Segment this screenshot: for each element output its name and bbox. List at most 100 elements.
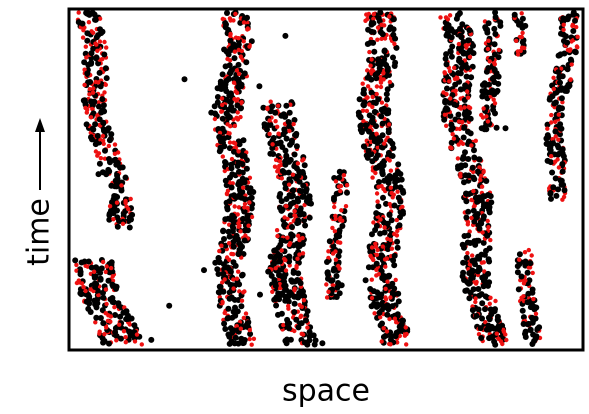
particle xyxy=(379,160,386,167)
particle xyxy=(524,299,531,306)
particle xyxy=(103,287,109,292)
particle xyxy=(224,255,230,260)
particle xyxy=(336,168,343,175)
particle xyxy=(212,116,218,122)
particle xyxy=(84,70,91,77)
particle xyxy=(287,128,292,134)
particle xyxy=(344,189,350,196)
particle xyxy=(378,217,383,222)
particle xyxy=(529,286,536,293)
particle xyxy=(279,176,284,181)
particle xyxy=(297,280,304,287)
particle xyxy=(370,39,377,46)
particle xyxy=(444,123,449,128)
particle xyxy=(533,311,539,316)
particle xyxy=(221,143,228,150)
particle xyxy=(93,314,100,321)
particle xyxy=(462,82,469,89)
particle xyxy=(449,43,456,50)
particle xyxy=(519,11,524,16)
particle xyxy=(368,63,373,68)
particle xyxy=(214,99,221,106)
particle xyxy=(92,121,99,128)
particle xyxy=(488,311,495,318)
particle xyxy=(469,143,474,148)
particle xyxy=(369,132,376,139)
particle xyxy=(469,215,474,221)
particle xyxy=(336,174,343,181)
particle xyxy=(369,158,376,165)
particle xyxy=(95,171,102,178)
particle xyxy=(329,277,336,284)
particle xyxy=(102,147,108,154)
particle xyxy=(291,151,298,158)
particle xyxy=(92,141,99,148)
particle xyxy=(497,19,504,26)
particle xyxy=(387,14,392,19)
particle xyxy=(374,91,379,97)
particle xyxy=(552,99,559,106)
particle xyxy=(267,131,272,137)
particle xyxy=(467,47,474,54)
particle xyxy=(383,91,390,98)
particle xyxy=(332,229,338,234)
particle xyxy=(148,336,155,343)
particle xyxy=(97,16,103,21)
particle xyxy=(558,125,565,132)
particle xyxy=(393,277,398,283)
particle xyxy=(139,342,144,347)
particle xyxy=(391,202,398,209)
particle xyxy=(384,67,391,74)
particle xyxy=(272,296,279,303)
particle xyxy=(483,247,489,254)
particle xyxy=(529,314,535,321)
particle xyxy=(217,130,223,136)
particle xyxy=(96,100,101,105)
particle xyxy=(378,84,384,90)
particle xyxy=(231,286,236,291)
particle xyxy=(324,259,330,265)
particle xyxy=(379,36,384,41)
particle xyxy=(492,31,499,37)
particle xyxy=(112,151,118,156)
particle xyxy=(442,99,449,106)
particle xyxy=(283,153,290,160)
particle xyxy=(83,44,89,49)
particle xyxy=(107,269,114,276)
particle xyxy=(519,45,525,50)
particle xyxy=(234,276,240,281)
particle xyxy=(549,93,556,100)
particle xyxy=(302,222,309,229)
particle xyxy=(493,298,498,304)
particle xyxy=(222,277,227,282)
particle xyxy=(122,174,129,181)
particle xyxy=(295,324,302,331)
particle xyxy=(82,67,87,72)
particle xyxy=(371,108,378,115)
particle xyxy=(376,135,382,142)
particle xyxy=(495,73,502,80)
particle xyxy=(283,135,290,142)
particle xyxy=(236,221,241,226)
particle xyxy=(485,270,492,277)
particle xyxy=(485,218,490,224)
particle xyxy=(375,203,382,210)
particle xyxy=(220,299,225,305)
particle xyxy=(476,255,483,262)
particle xyxy=(84,37,91,44)
particle xyxy=(111,217,116,222)
particle xyxy=(389,190,394,196)
particle xyxy=(572,17,578,24)
particle xyxy=(375,145,380,150)
particle xyxy=(282,215,287,220)
particle xyxy=(463,73,470,80)
particle xyxy=(369,231,375,238)
particle xyxy=(227,140,233,145)
particle xyxy=(480,239,487,246)
particle xyxy=(460,119,465,125)
particle xyxy=(395,161,402,168)
particle xyxy=(462,149,468,156)
particle xyxy=(256,83,263,90)
particle xyxy=(223,110,230,117)
particle xyxy=(481,106,486,111)
